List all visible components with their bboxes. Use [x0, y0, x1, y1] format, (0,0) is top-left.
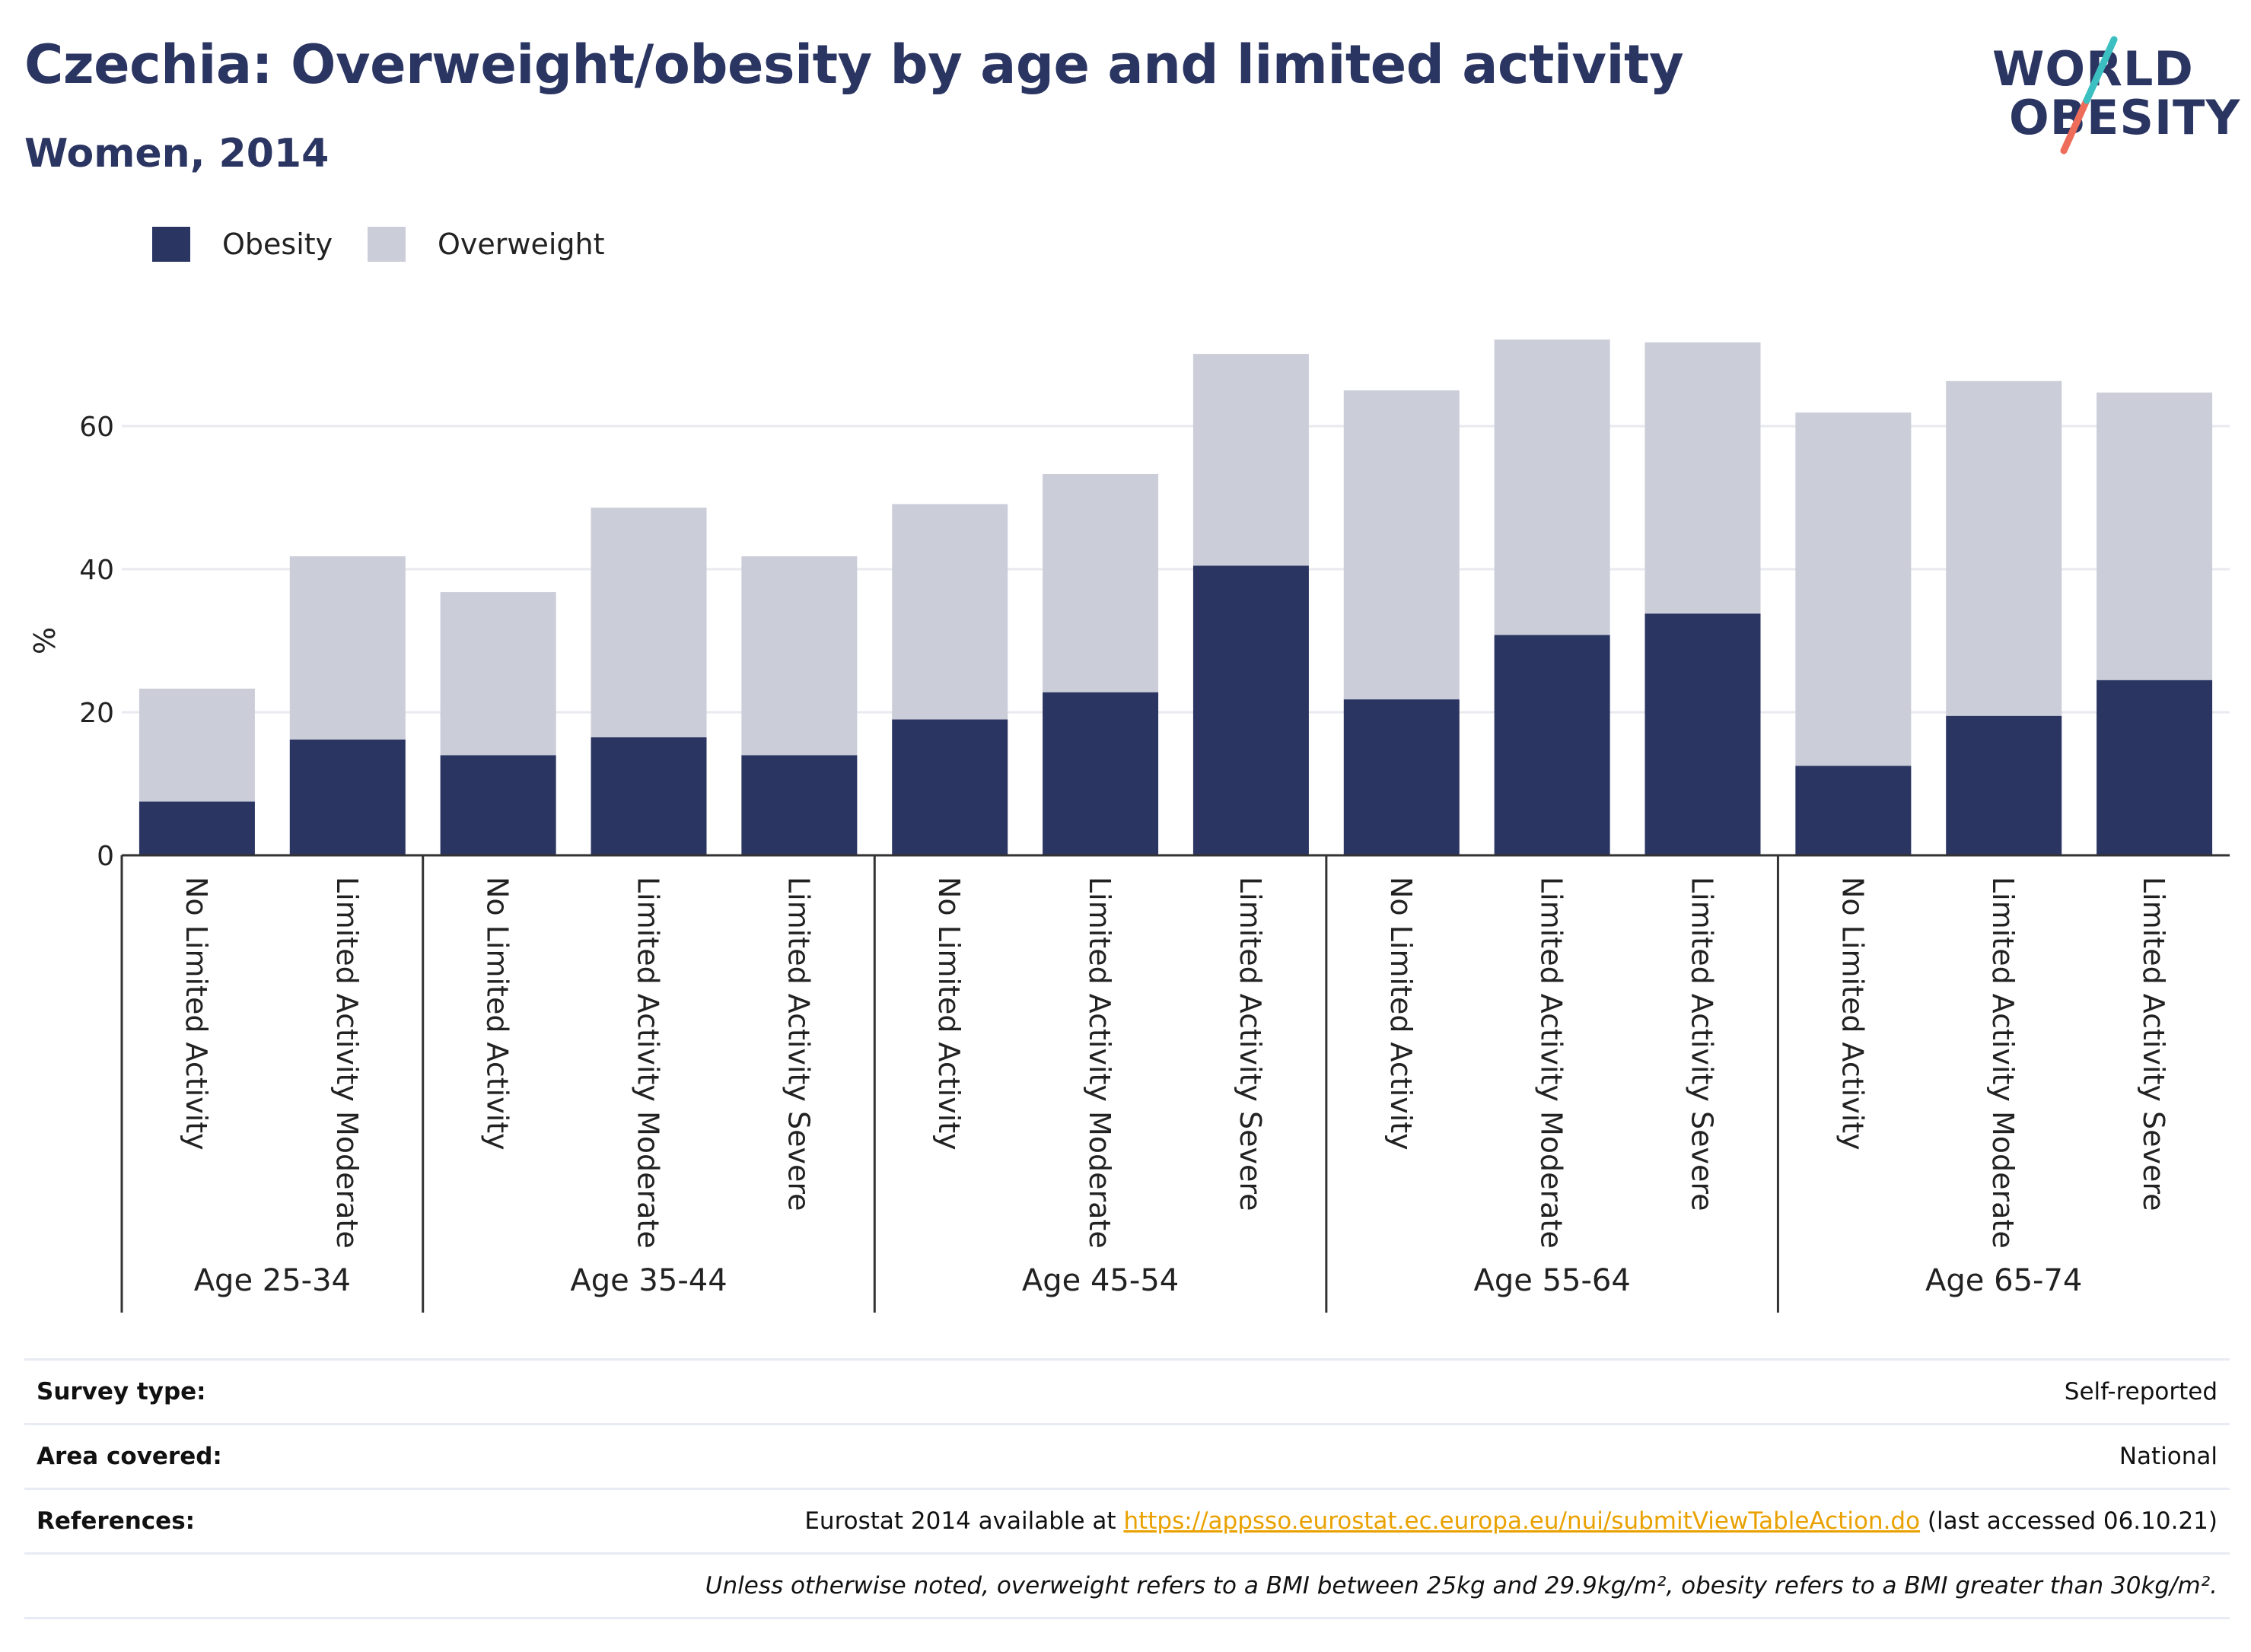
legend-item-overweight: Overweight: [368, 227, 605, 262]
legend-label-overweight: Overweight: [438, 228, 605, 261]
bar-obesity: [1043, 692, 1159, 855]
bar-overweight: [138, 688, 255, 802]
chart-title: Czechia: Overweight/obesity by age and l…: [24, 33, 1684, 96]
bar-overweight: [440, 592, 556, 756]
bar-obesity: [1192, 565, 1309, 855]
bar-obesity: [440, 755, 556, 855]
y-tick-label: 0: [97, 841, 114, 872]
bar-obesity: [1494, 635, 1610, 855]
bar-obesity: [1644, 613, 1761, 855]
area-covered-label: Area covered:: [37, 1443, 222, 1470]
bar-overweight: [1795, 412, 1912, 766]
info-row-note: Unless otherwise noted, overweight refer…: [24, 1552, 2230, 1619]
bar-obesity: [1795, 766, 1912, 855]
survey-type-label: Survey type:: [37, 1378, 206, 1405]
info-row-references: References: Eurostat 2014 available at h…: [24, 1488, 2230, 1552]
y-tick-label: 40: [79, 555, 114, 586]
x-tick-label: Limited Activity Moderate: [1083, 877, 1116, 1249]
bar-overweight: [1192, 354, 1309, 566]
bar-overweight: [1946, 380, 2062, 716]
group-label: Age 55-64: [1473, 1263, 1630, 1298]
chart-subtitle: Women, 2014: [24, 131, 330, 177]
group-label: Age 45-54: [1022, 1263, 1179, 1298]
bar-obesity: [591, 737, 707, 855]
bmi-note: Unless otherwise noted, overweight refer…: [705, 1572, 2218, 1599]
x-tick-label: No Limited Activity: [180, 877, 213, 1151]
info-row-survey-type: Survey type: Self-reported: [24, 1358, 2230, 1423]
x-tick-label: No Limited Activity: [932, 877, 966, 1151]
references-label: References:: [37, 1507, 196, 1535]
references-suffix: (last accessed 06.10.21): [1920, 1507, 2218, 1535]
x-tick-label: Limited Activity Severe: [1686, 877, 1719, 1211]
bar-chart: 0 20 40 60% No Limited Activity Limited Activ…: [28, 339, 2230, 1313]
bar-overweight: [1343, 390, 1460, 700]
x-tick-label: Limited Activity Moderate: [1535, 877, 1568, 1249]
bar-overweight: [892, 504, 1008, 720]
bar-overweight: [591, 508, 707, 737]
x-tick-label: Limited Activity Moderate: [330, 877, 364, 1249]
y-axis-title: %: [28, 627, 62, 654]
x-tick-label: Limited Activity Severe: [1234, 877, 1267, 1211]
bar-obesity: [892, 719, 1008, 855]
survey-type-value: Self-reported: [2064, 1378, 2218, 1405]
bar-obesity: [138, 801, 255, 855]
x-tick-label: Limited Activity Moderate: [632, 877, 665, 1249]
group-label: Age 35-44: [570, 1263, 727, 1298]
x-tick-label: Limited Activity Severe: [2137, 877, 2170, 1211]
logo-slash-icon: [2060, 36, 2118, 154]
y-tick-label: 60: [79, 412, 114, 443]
bar-obesity: [1343, 699, 1460, 855]
bar-overweight: [2097, 392, 2213, 680]
bar-obesity: [1946, 715, 2062, 855]
logo-text-obesity: OBESITY: [2009, 90, 2241, 145]
bar-overweight: [1644, 342, 1761, 614]
references-link[interactable]: https://appsso.eurostat.ec.europa.eu/nui…: [1123, 1507, 1921, 1535]
bar-obesity: [2097, 680, 2213, 855]
legend-item-obesity: Obesity: [152, 227, 333, 262]
bar-overweight: [741, 556, 858, 756]
bar-obesity: [741, 755, 858, 855]
bar-overweight: [1043, 473, 1159, 692]
y-tick-label: 20: [79, 698, 114, 729]
bar-overweight: [1494, 339, 1610, 635]
x-tick-label: No Limited Activity: [1836, 877, 1869, 1151]
area-covered-value: National: [2119, 1443, 2218, 1470]
legend-swatch-overweight: [368, 227, 406, 262]
references-prefix: Eurostat 2014 available at: [804, 1507, 1124, 1535]
info-table: Survey type: Self-reported Area covered:…: [24, 1358, 2230, 1619]
world-obesity-logo: WORLD OBESITY: [1979, 23, 2241, 160]
group-label: Age 25-34: [194, 1263, 351, 1298]
legend-label-obesity: Obesity: [222, 228, 333, 261]
x-tick-label: No Limited Activity: [1384, 877, 1418, 1151]
x-tick-label: Limited Activity Moderate: [1986, 877, 2020, 1249]
info-row-area: Area covered: National: [24, 1423, 2230, 1488]
bar-obesity: [289, 739, 406, 855]
x-tick-label: No Limited Activity: [481, 877, 514, 1151]
group-label: Age 65-74: [1925, 1263, 2082, 1298]
references-value: Eurostat 2014 available at https://appss…: [804, 1507, 2230, 1535]
bar-overweight: [289, 556, 406, 740]
x-tick-label: Limited Activity Severe: [782, 877, 815, 1211]
legend-swatch-obesity: [152, 227, 190, 262]
